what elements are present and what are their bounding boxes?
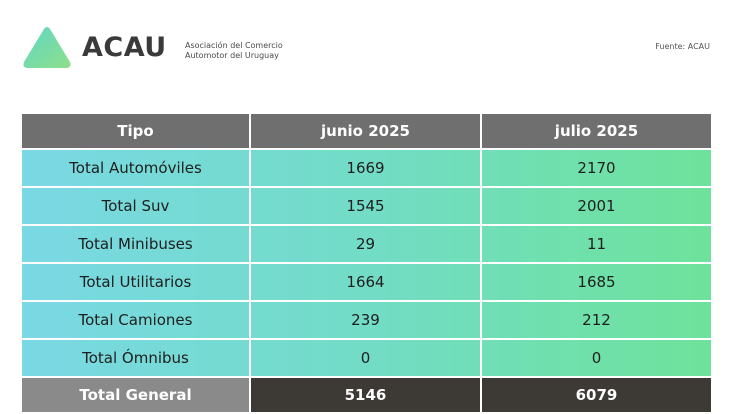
- cell-julio: 2001: [480, 186, 713, 226]
- cell-junio: 1669: [249, 148, 482, 188]
- table-row: Total Minibuses 29 11: [20, 224, 713, 264]
- cell-junio: 1664: [249, 262, 482, 302]
- total-row: Total General 5146 6079: [20, 376, 713, 414]
- total-label: Total General: [20, 376, 251, 414]
- brand-subtitle-line2: Automotor del Uruguay: [185, 51, 279, 60]
- column-header-julio: julio 2025: [480, 112, 713, 150]
- row-label: Total Minibuses: [20, 224, 251, 264]
- row-label: Total Automóviles: [20, 148, 251, 188]
- table-row: Total Suv 1545 2001: [20, 186, 713, 226]
- column-header-junio: junio 2025: [249, 112, 482, 150]
- cell-julio: 0: [480, 338, 713, 378]
- cell-julio: 2170: [480, 148, 713, 188]
- table-header-row: Tipo junio 2025 julio 2025: [20, 112, 713, 150]
- column-header-tipo: Tipo: [20, 112, 251, 150]
- row-label: Total Camiones: [20, 300, 251, 340]
- table-row: Total Utilitarios 1664 1685: [20, 262, 713, 302]
- cell-julio: 212: [480, 300, 713, 340]
- table-row: Total Camiones 239 212: [20, 300, 713, 340]
- cell-junio: 1545: [249, 186, 482, 226]
- cell-junio: 29: [249, 224, 482, 264]
- table-row: Total Automóviles 1669 2170: [20, 148, 713, 188]
- registrations-table: Tipo junio 2025 julio 2025 Total Automóv…: [20, 112, 713, 414]
- cell-julio: 11: [480, 224, 713, 264]
- table-row: Total Ómnibus 0 0: [20, 338, 713, 378]
- brand-name: ACAU: [82, 32, 167, 63]
- registrations-table-container: Tipo junio 2025 julio 2025 Total Automóv…: [20, 112, 713, 414]
- cell-junio: 239: [249, 300, 482, 340]
- row-label: Total Suv: [20, 186, 251, 226]
- brand-subtitle-line1: Asociación del Comercio: [185, 41, 283, 50]
- row-label: Total Ómnibus: [20, 338, 251, 378]
- total-junio: 5146: [249, 376, 482, 414]
- total-julio: 6079: [480, 376, 713, 414]
- acau-logo-icon: [23, 27, 71, 68]
- cell-julio: 1685: [480, 262, 713, 302]
- source-note: Fuente: ACAU: [655, 42, 710, 51]
- row-label: Total Utilitarios: [20, 262, 251, 302]
- cell-junio: 0: [249, 338, 482, 378]
- brand-subtitle: Asociación del Comercio Automotor del Ur…: [185, 41, 283, 61]
